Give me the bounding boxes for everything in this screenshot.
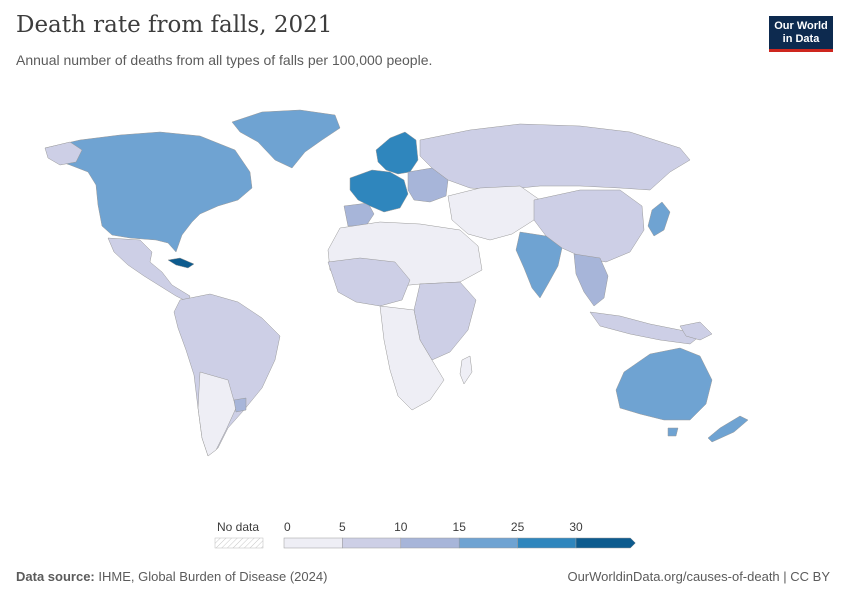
data-source: Data source: IHME, Global Burden of Dise…	[16, 569, 327, 584]
region-west-africa[interactable]	[327, 257, 411, 307]
source-url-link[interactable]: OurWorldinData.org/causes-of-death | CC …	[567, 569, 830, 584]
legend-bin[interactable]	[575, 537, 636, 549]
logo-line-2: in Data	[782, 32, 820, 45]
region-iberia[interactable]	[343, 202, 375, 227]
region-south-america[interactable]	[173, 293, 281, 457]
legend-bin[interactable]	[517, 537, 577, 549]
region-central-europe[interactable]	[349, 169, 409, 213]
region-madagascar[interactable]	[459, 355, 473, 385]
owid-logo[interactable]: Our World in Data	[769, 16, 833, 52]
legend-tick-label: 25	[511, 520, 525, 534]
region-north-america[interactable]	[44, 131, 253, 253]
region-papua-new-guinea[interactable]	[679, 321, 713, 341]
region-india[interactable]	[515, 231, 563, 299]
map-legend: No data 0 5 10 15 25 30	[214, 520, 636, 549]
world-map[interactable]	[0, 80, 850, 510]
data-source-text: IHME, Global Burden of Disease (2024)	[98, 569, 328, 584]
region-central-asia[interactable]	[447, 185, 541, 241]
region-alaska[interactable]	[44, 141, 83, 166]
region-russia[interactable]	[419, 123, 691, 191]
region-japan[interactable]	[647, 201, 671, 237]
legend-no-data-label: No data	[217, 520, 259, 534]
legend-tick-label: 15	[453, 520, 467, 534]
legend-no-data-swatch[interactable]	[214, 537, 264, 549]
chart-title: Death rate from falls, 2021	[16, 12, 333, 38]
region-cuba[interactable]	[167, 257, 195, 269]
region-china[interactable]	[533, 189, 645, 263]
region-indonesia[interactable]	[589, 311, 701, 345]
legend-bin[interactable]	[400, 537, 460, 549]
region-southern-cone[interactable]	[197, 371, 237, 457]
region-australia[interactable]	[615, 347, 713, 421]
region-uruguay[interactable]	[233, 397, 247, 413]
legend-tick-label: 30	[569, 520, 583, 534]
legend-tick-label: 5	[339, 520, 346, 534]
region-southeast-asia[interactable]	[573, 253, 609, 307]
legend-bin[interactable]	[458, 537, 518, 549]
chart-subtitle: Annual number of deaths from all types o…	[16, 52, 433, 68]
region-scandinavia[interactable]	[375, 131, 419, 175]
region-greenland[interactable]	[231, 109, 341, 169]
legend-tick-label: 10	[394, 520, 408, 534]
region-tasmania[interactable]	[667, 427, 679, 437]
legend-bin[interactable]	[342, 537, 402, 549]
region-southern-africa[interactable]	[379, 305, 445, 411]
logo-line-1: Our World	[774, 19, 828, 32]
legend-tick-label: 0	[284, 520, 291, 534]
data-source-label: Data source:	[16, 569, 95, 584]
region-new-zealand[interactable]	[707, 415, 749, 443]
legend-bin[interactable]	[283, 537, 343, 549]
legend-scale	[283, 537, 636, 549]
legend-tick-labels: 0 5 10 15 25 30	[284, 520, 583, 534]
